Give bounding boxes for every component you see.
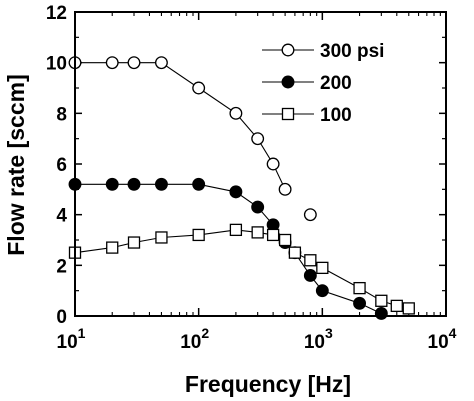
data-point bbox=[154, 177, 168, 191]
data-point bbox=[192, 177, 206, 191]
data-point bbox=[251, 226, 264, 239]
legend-marker bbox=[281, 75, 295, 89]
data-point bbox=[353, 296, 367, 310]
data-point bbox=[278, 233, 292, 247]
data-point bbox=[251, 200, 265, 214]
legend-marker bbox=[281, 43, 295, 57]
data-point bbox=[303, 269, 317, 282]
legend-label: 200 bbox=[320, 73, 352, 94]
data-point bbox=[127, 56, 141, 70]
series-line bbox=[74, 229, 409, 309]
legend-marker bbox=[281, 107, 295, 121]
x-tick-label: 103 bbox=[304, 325, 333, 353]
x-tick-label: 104 bbox=[428, 325, 457, 353]
series-line bbox=[75, 183, 382, 314]
x-axis-label: Frequency [Hz] bbox=[185, 371, 351, 397]
data-point bbox=[105, 177, 119, 191]
data-point bbox=[229, 185, 243, 199]
legend-label: 100 bbox=[320, 105, 352, 126]
data-point bbox=[288, 246, 302, 259]
data-point bbox=[278, 182, 292, 196]
data-point bbox=[251, 132, 265, 146]
plot-frame bbox=[74, 11, 447, 317]
y-tick-label: 8 bbox=[56, 104, 67, 125]
data-point bbox=[303, 208, 317, 222]
y-tick-label: 0 bbox=[56, 307, 67, 328]
data-point bbox=[304, 254, 317, 267]
data-point bbox=[105, 56, 119, 70]
x-tick-label: 102 bbox=[180, 325, 209, 353]
data-point bbox=[390, 299, 403, 313]
legend-label: 300 psi bbox=[320, 41, 384, 62]
data-point bbox=[229, 106, 243, 120]
data-point bbox=[192, 81, 206, 95]
y-tick-label: 6 bbox=[56, 155, 67, 176]
y-tick-label: 10 bbox=[46, 54, 67, 75]
series-line bbox=[75, 62, 286, 190]
y-axis-label: Flow rate [sccm] bbox=[3, 74, 29, 256]
data-point bbox=[192, 228, 205, 242]
data-point bbox=[374, 307, 388, 320]
data-point bbox=[402, 302, 415, 315]
y-tick-label: 4 bbox=[56, 206, 67, 227]
x-tick-label: 101 bbox=[57, 325, 86, 353]
data-point bbox=[353, 281, 366, 295]
data-point bbox=[127, 177, 141, 191]
data-point bbox=[155, 231, 168, 244]
data-point bbox=[127, 236, 141, 249]
data-point bbox=[316, 261, 329, 275]
data-point bbox=[266, 228, 280, 242]
data-point bbox=[266, 157, 280, 171]
y-tick-label: 2 bbox=[56, 256, 67, 277]
data-point bbox=[106, 241, 119, 254]
data-point bbox=[375, 294, 388, 307]
y-tick-label: 12 bbox=[46, 3, 67, 24]
data-point bbox=[315, 284, 329, 298]
data-point bbox=[154, 56, 168, 70]
data-point bbox=[229, 223, 243, 237]
